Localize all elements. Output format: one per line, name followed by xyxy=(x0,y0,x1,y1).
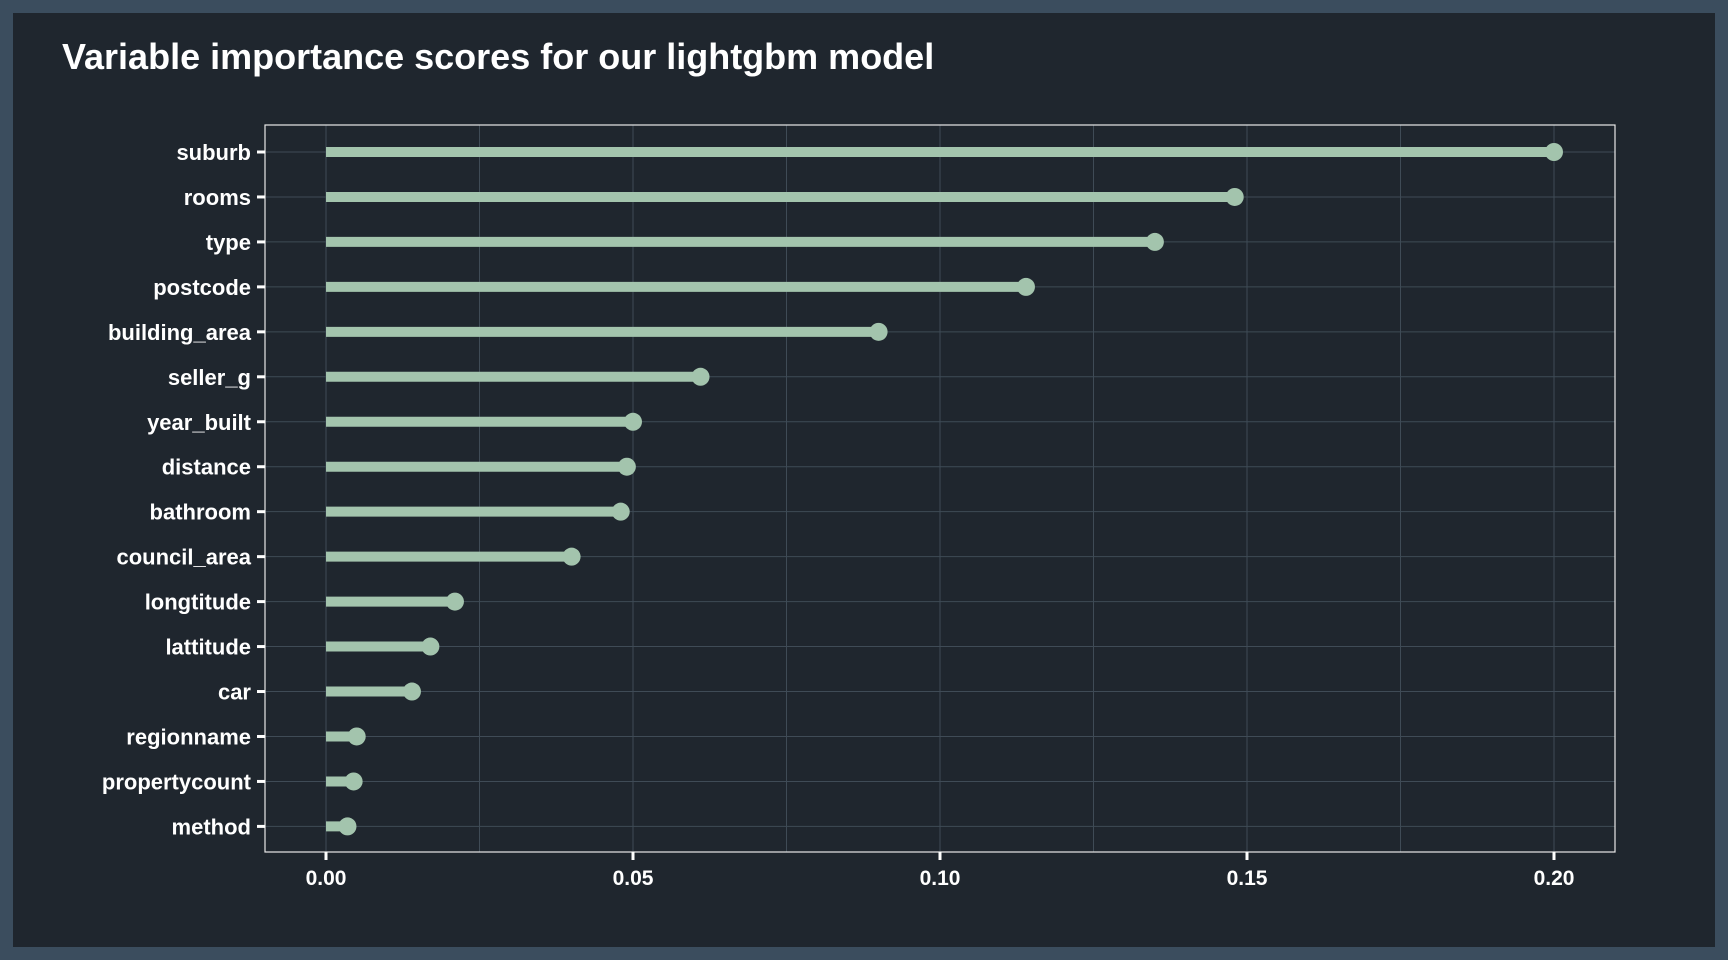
x-tick-label: 0.00 xyxy=(306,867,347,890)
lollipop-point xyxy=(562,547,581,566)
y-tick-label: distance xyxy=(162,455,251,480)
y-tick-label: type xyxy=(206,230,251,255)
x-tick-label: 0.05 xyxy=(613,867,654,890)
x-tick-label: 0.10 xyxy=(920,867,961,890)
y-tick-label: propertycount xyxy=(102,769,252,794)
y-tick-label: year_built xyxy=(147,410,252,435)
chart-title: Variable importance scores for our light… xyxy=(62,36,935,77)
lollipop-point xyxy=(1016,277,1035,296)
y-tick-label: method xyxy=(172,814,251,839)
y-tick-label: car xyxy=(218,680,251,705)
lollipop-point xyxy=(347,727,366,746)
x-tick-label: 0.20 xyxy=(1534,867,1575,890)
x-tick-label: 0.15 xyxy=(1227,867,1268,890)
lollipop-point xyxy=(1225,187,1244,206)
y-tick-label: regionname xyxy=(126,724,251,749)
y-tick-label: longtitude xyxy=(145,590,251,615)
lollipop-point xyxy=(691,367,710,386)
chart-frame xyxy=(13,13,1715,947)
lollipop-point xyxy=(338,817,357,836)
y-tick-label: rooms xyxy=(184,185,251,210)
y-tick-label: bathroom xyxy=(150,500,251,525)
lollipop-point xyxy=(617,457,636,476)
y-tick-label: postcode xyxy=(153,275,251,300)
y-tick-label: council_area xyxy=(116,545,251,570)
lollipop-point xyxy=(869,322,888,341)
y-tick-label: seller_g xyxy=(168,365,251,390)
lollipop-point xyxy=(1145,232,1164,251)
lollipop-point xyxy=(611,502,630,521)
lollipop-point xyxy=(1545,143,1563,161)
lollipop-point xyxy=(445,592,464,611)
y-tick-label: building_area xyxy=(108,320,252,345)
lollipop-point xyxy=(624,412,642,431)
lollipop-point xyxy=(402,682,421,701)
y-tick-label: suburb xyxy=(176,140,251,165)
lollipop-point xyxy=(344,772,363,791)
lollipop-point xyxy=(421,637,440,656)
y-tick-label: lattitude xyxy=(165,635,251,660)
